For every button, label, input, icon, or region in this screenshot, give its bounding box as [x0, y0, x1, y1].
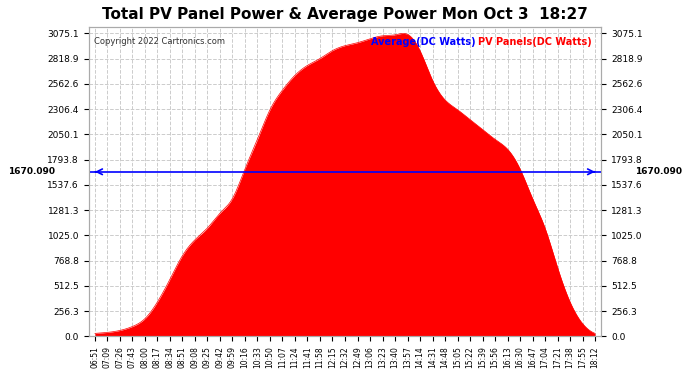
Text: 1670.090: 1670.090 [8, 167, 55, 176]
Text: Average(DC Watts): Average(DC Watts) [371, 36, 475, 46]
Text: 1670.090: 1670.090 [635, 167, 682, 176]
Title: Total PV Panel Power & Average Power Mon Oct 3  18:27: Total PV Panel Power & Average Power Mon… [102, 7, 588, 22]
Text: PV Panels(DC Watts): PV Panels(DC Watts) [478, 36, 592, 46]
Text: Copyright 2022 Cartronics.com: Copyright 2022 Cartronics.com [94, 36, 225, 45]
